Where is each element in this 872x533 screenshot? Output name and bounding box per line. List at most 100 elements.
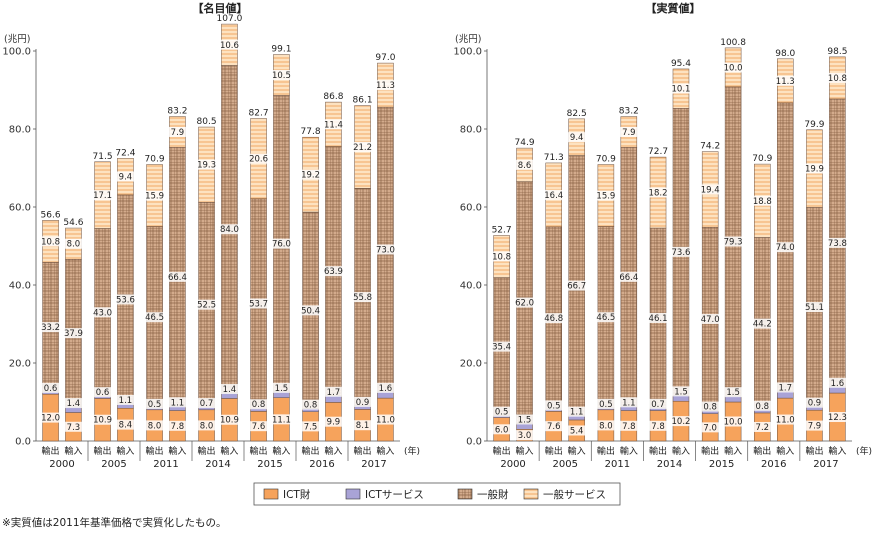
data-label-general-services: 10.8 [41, 237, 60, 247]
data-label-bg [376, 80, 394, 91]
data-label-bg [701, 313, 719, 324]
data-label-ict-services: 0.5 [547, 401, 561, 411]
year-label: 2005 [552, 459, 577, 470]
data-label-ict-services: 1.1 [570, 408, 584, 418]
bar-2017-import: 12.3 1.6 73.8 10.8 98.5 輸入 [827, 47, 847, 457]
bar-2015-import: 10.0 1.5 79.3 10.0 100.8 輸入 [720, 38, 746, 457]
data-label-bg [272, 382, 290, 393]
data-label-ict-services: 0.6 [96, 388, 110, 398]
data-label-bg [354, 420, 372, 431]
total-label: 74.9 [515, 138, 535, 148]
bar-2011-import: 7.8 1.1 66.4 7.9 83.2 輸入 [619, 107, 639, 457]
data-label-general-services: 19.3 [197, 161, 216, 171]
legend-frame [253, 482, 621, 506]
y-tick-label: 20.0 [460, 359, 482, 370]
data-label-bg [597, 420, 615, 431]
data-label-bg [828, 377, 846, 388]
bar-2015-export: 7.0 0.8 47.0 19.4 74.2 輸出 [700, 142, 720, 457]
data-label-bg [94, 387, 112, 398]
sub-category-label: 輸出 [354, 445, 372, 457]
year-label: 2017 [813, 459, 838, 470]
total-label: 82.7 [249, 108, 269, 118]
data-label-general-services: 19.9 [805, 165, 824, 175]
bar-2014-export: 7.8 0.7 46.1 18.2 72.7 輸出 [648, 147, 668, 457]
data-label-ict-goods: 7.8 [622, 422, 636, 432]
sub-category-label: 輸入 [620, 445, 638, 457]
data-label-general-goods: 46.5 [145, 313, 164, 323]
data-label-general-services: 21.2 [353, 143, 372, 153]
data-label-general-services: 11.4 [324, 120, 343, 130]
data-label-general-services: 18.2 [649, 189, 668, 199]
data-label-bg [354, 396, 372, 407]
legend-swatch-ict-services [345, 488, 361, 500]
data-label-ict-goods: 3.0 [518, 431, 532, 441]
sub-category-label: 輸入 [516, 445, 534, 457]
y-tick-label: 60.0 [460, 203, 482, 214]
bar-2016-import: 11.0 1.7 74.0 11.3 98.0 輸入 [775, 49, 795, 457]
data-label-ict-goods: 8.4 [119, 421, 133, 431]
data-label-bg [376, 382, 394, 393]
data-label-bg [776, 414, 794, 425]
bar-2016-export: 7.2 0.8 44.2 18.8 70.9 輸出 [752, 154, 772, 457]
data-label-bg [250, 153, 268, 164]
year-label: 2011 [605, 459, 630, 470]
data-label-ict-services: 0.8 [703, 403, 717, 413]
sub-category-label: 輸出 [805, 445, 823, 457]
data-label-bg [597, 190, 615, 201]
data-label-general-services: 16.4 [544, 191, 563, 201]
data-label-ict-goods: 11.1 [272, 415, 291, 425]
data-label-bg [724, 236, 742, 247]
data-label-ict-goods: 7.3 [67, 423, 81, 433]
total-label: 83.2 [167, 107, 187, 117]
data-label-bg [805, 302, 823, 313]
total-label: 72.7 [648, 147, 668, 157]
sub-category-label: 輸入 [272, 445, 290, 457]
data-label-bg [545, 313, 563, 324]
real-panel: 【実質値】 (兆円) 0.0 20.0 40.0 60.0 80.0 100.0 2000 6.0… [453, 1, 872, 470]
data-label-bg [272, 414, 290, 425]
data-label-bg [545, 400, 563, 411]
data-label-ict-services: 1.1 [171, 398, 185, 408]
year-label: 2014 [205, 459, 230, 470]
data-label-bg [146, 398, 164, 409]
data-label-ict-services: 1.5 [726, 388, 740, 398]
bar-2005-export: 10.9 0.6 43.0 17.1 71.5 輸出 [93, 152, 113, 457]
data-label-bg [805, 420, 823, 431]
total-label: 86.1 [353, 96, 373, 106]
data-label-bg [324, 266, 342, 277]
data-label-bg [302, 421, 320, 432]
data-label-general-goods: 53.7 [249, 300, 268, 310]
sub-category-label: 輸出 [198, 445, 216, 457]
year-label: 2017 [361, 459, 386, 470]
y-tick-label: 80.0 [460, 125, 482, 136]
y-tick-label: 100.0 [2, 47, 31, 58]
total-label: 80.5 [197, 117, 217, 127]
total-label: 70.9 [596, 154, 616, 164]
sub-category-label: 輸入 [828, 445, 846, 457]
data-label-general-services: 10.8 [492, 253, 511, 263]
data-label-ict-goods: 11.0 [376, 416, 395, 426]
sub-category-label: 輸出 [250, 445, 268, 457]
bar-2000-import: 3.0 1.5 62.0 8.6 74.9 輸入 [515, 138, 535, 457]
data-label-general-goods: 43.0 [93, 308, 112, 318]
nominal-panel: 【名目値】 (兆円) 0.0 20.0 40.0 60.0 80.0 100.0 2000 12.… [2, 1, 420, 470]
data-label-general-goods: 63.9 [324, 267, 343, 277]
year-label: 2014 [657, 459, 682, 470]
data-label-general-services: 9.4 [119, 173, 133, 183]
data-label-ict-services: 1.7 [778, 383, 792, 393]
total-label: 77.8 [301, 127, 321, 137]
data-label-bg [649, 420, 667, 431]
data-label-bg [220, 224, 238, 235]
data-label-ict-services: 1.5 [275, 384, 289, 394]
y-tick-label: 40.0 [9, 281, 31, 292]
data-label-bg [620, 271, 638, 282]
data-label-general-goods: 44.2 [753, 320, 772, 330]
data-label-bg [568, 132, 586, 143]
data-label-bg [94, 307, 112, 318]
total-label: 74.2 [700, 142, 720, 152]
sub-category-label: 輸入 [568, 445, 586, 457]
data-label-bg [116, 171, 134, 182]
data-label-bg [620, 420, 638, 431]
data-label-bg [516, 297, 534, 308]
data-label-bg [220, 414, 238, 425]
